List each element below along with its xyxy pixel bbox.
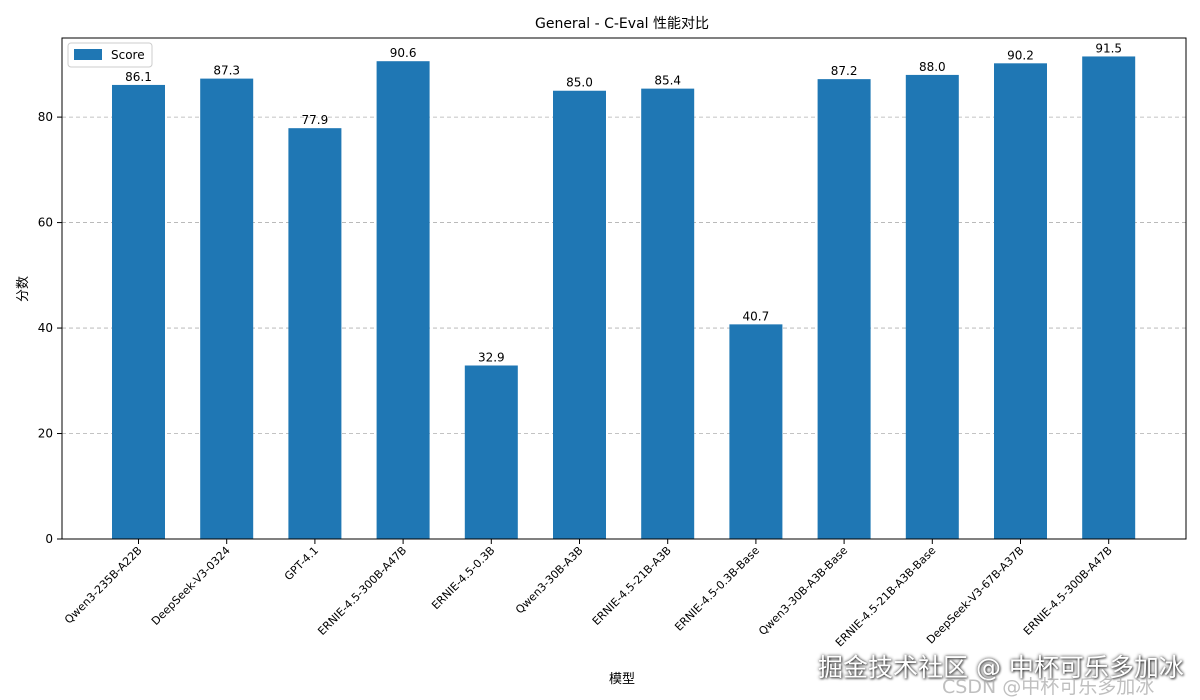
plot-frame bbox=[61, 37, 1187, 540]
bar-value-label: 85.0 bbox=[566, 76, 593, 90]
bar-value-label: 32.9 bbox=[478, 350, 505, 364]
x-tick-label: ERNIE-4.5-21B-A3B bbox=[590, 544, 674, 628]
bar-value-label: 91.5 bbox=[1095, 41, 1122, 55]
bars bbox=[112, 56, 1136, 540]
value-labels: 86.1 87.3 77.9 90.6 32.9 85.0 85.4 40.7 87.2 88.0… bbox=[125, 41, 1122, 364]
x-tick-label: Qwen3-30B-A3B bbox=[513, 544, 586, 617]
x-tick-label: Qwen3-235B-A22B bbox=[62, 544, 145, 627]
y-axis: 0 20 40 60 80 bbox=[38, 110, 62, 546]
bar-value-label: 87.3 bbox=[213, 64, 240, 78]
bar bbox=[641, 88, 695, 539]
x-tick-label: Qwen3-30B-A3B-Base bbox=[756, 544, 850, 638]
y-axis-label: 分数 bbox=[16, 276, 31, 302]
x-tick-label: GPT-4.1 bbox=[282, 544, 321, 583]
bar-value-label: 88.0 bbox=[919, 60, 946, 74]
y-tick-label: 20 bbox=[38, 427, 53, 441]
x-tick-label: DeepSeek-V3-0324 bbox=[149, 544, 233, 628]
bar bbox=[729, 324, 783, 539]
y-tick-label: 80 bbox=[38, 110, 53, 124]
legend: Score bbox=[67, 42, 153, 68]
bar bbox=[1082, 56, 1136, 540]
x-tick-label: DeepSeek-V3-67B-A37B bbox=[924, 544, 1027, 647]
x-tick-label: ERNIE-4.5-0.3B bbox=[429, 544, 497, 612]
x-tick-label: ERNIE-4.5-21B-A3B-Base bbox=[833, 544, 939, 650]
bar bbox=[464, 365, 518, 539]
watermark-secondary: CSDN @中杯可乐多加冰 bbox=[942, 676, 1155, 698]
legend-label: Score bbox=[111, 48, 145, 62]
chart-title: General - C-Eval 性能对比 bbox=[535, 16, 709, 32]
bar bbox=[905, 74, 959, 540]
bar bbox=[200, 78, 254, 540]
grid-lines bbox=[62, 116, 1186, 434]
bar-value-label: 40.7 bbox=[743, 309, 770, 323]
x-axis: Qwen3-235B-A22B DeepSeek-V3-0324 GPT-4.1ER… bbox=[62, 539, 1115, 649]
watermark-primary: 掘金技术社区 @ 中杯可乐多加冰 bbox=[818, 653, 1184, 682]
bar bbox=[376, 61, 430, 539]
bar bbox=[112, 84, 165, 539]
bar bbox=[288, 128, 342, 539]
bar bbox=[553, 90, 606, 539]
y-tick-label: 40 bbox=[38, 321, 53, 335]
x-axis-label: 模型 bbox=[609, 672, 635, 687]
y-tick-label: 0 bbox=[45, 532, 53, 546]
bar-value-label: 86.1 bbox=[125, 70, 152, 84]
bar-value-label: 77.9 bbox=[302, 113, 329, 127]
bar-value-label: 90.2 bbox=[1007, 48, 1034, 62]
legend-swatch bbox=[74, 49, 102, 60]
bar-value-label: 87.2 bbox=[831, 64, 858, 78]
bar-value-label: 85.4 bbox=[654, 74, 681, 88]
x-tick-label: ERNIE-4.5-300B-A47B bbox=[315, 544, 409, 638]
y-tick-label: 60 bbox=[38, 216, 53, 230]
bar-value-label: 90.6 bbox=[390, 46, 417, 60]
x-tick-label: ERNIE-4.5-0.3B-Base bbox=[672, 544, 762, 634]
bar bbox=[994, 63, 1047, 539]
bar bbox=[817, 79, 871, 539]
x-tick-label: ERNIE-4.5-300B-A47B bbox=[1021, 544, 1115, 638]
